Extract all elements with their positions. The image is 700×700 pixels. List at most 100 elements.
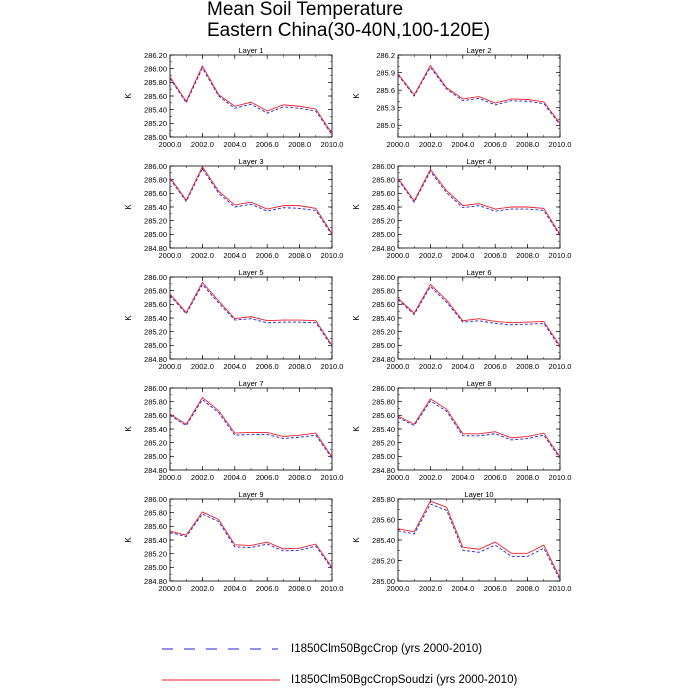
plot-frame bbox=[397, 498, 561, 582]
y-tick-label: 286.00 bbox=[372, 162, 395, 171]
panel-title: Layer 9 bbox=[238, 490, 263, 499]
x-tick-label: 2008.0 bbox=[288, 584, 311, 593]
y-tick-label: 285.20 bbox=[144, 216, 167, 225]
panel-title: Layer 2 bbox=[466, 46, 491, 55]
series-line-solid bbox=[169, 511, 333, 568]
series-line-dashed bbox=[169, 283, 333, 347]
x-tick-label: 2006.0 bbox=[256, 584, 279, 593]
plot-frame bbox=[169, 276, 333, 360]
panel-layer-7: Layer 7 K 284.80 285.00 285.20 285.40 285.60 28… bbox=[124, 379, 343, 482]
x-tick-label: 2008.0 bbox=[288, 140, 311, 149]
legend-swatch-solid bbox=[162, 679, 280, 681]
x-tick-label: 2006.0 bbox=[484, 140, 507, 149]
x-tick-label: 2004.0 bbox=[451, 473, 474, 482]
y-tick-label: 284.80 bbox=[372, 355, 395, 364]
series-line-dashed bbox=[397, 170, 561, 236]
y-tick-label: 285.60 bbox=[144, 411, 167, 420]
y-tick-label: 285.20 bbox=[372, 438, 395, 447]
y-tick-label: 285.00 bbox=[372, 341, 395, 350]
y-tick-label: 285.20 bbox=[372, 216, 395, 225]
series-line-solid bbox=[397, 168, 561, 235]
x-tick-label: 2002.0 bbox=[191, 362, 214, 371]
x-tick-label: 2004.0 bbox=[451, 362, 474, 371]
y-axis-label: K bbox=[124, 204, 133, 210]
y-tick-label: 286.00 bbox=[144, 495, 167, 504]
x-tick-label: 2004.0 bbox=[451, 251, 474, 260]
x-tick-label: 2000.0 bbox=[387, 584, 410, 593]
x-tick-label: 2010.0 bbox=[549, 251, 572, 260]
x-tick-label: 2010.0 bbox=[549, 362, 572, 371]
series-line-dashed bbox=[169, 398, 333, 459]
x-tick-label: 2004.0 bbox=[223, 473, 246, 482]
y-tick-label: 285.9 bbox=[376, 68, 395, 77]
series-line-dashed bbox=[169, 67, 333, 136]
legend-entry-dashed: I1850Clm50BgcCrop (yrs 2000-2010) bbox=[160, 641, 580, 657]
panel-title: Layer 10 bbox=[464, 490, 493, 499]
x-tick-label: 2008.0 bbox=[516, 584, 539, 593]
y-tick-label: 285.80 bbox=[372, 495, 395, 504]
y-tick-label: 285.40 bbox=[144, 314, 167, 323]
y-tick-label: 285.60 bbox=[144, 300, 167, 309]
x-tick-label: 2000.0 bbox=[159, 473, 182, 482]
x-tick-label: 2008.0 bbox=[288, 362, 311, 371]
y-axis-label: K bbox=[124, 426, 133, 432]
x-tick-label: 2002.0 bbox=[419, 251, 442, 260]
x-tick-label: 2010.0 bbox=[321, 140, 344, 149]
y-axis-label: K bbox=[124, 93, 133, 99]
y-tick-label: 285.40 bbox=[144, 536, 167, 545]
y-tick-label: 285.40 bbox=[144, 105, 167, 114]
x-tick-label: 2008.0 bbox=[516, 362, 539, 371]
plot-frame bbox=[169, 498, 333, 582]
y-axis-label: K bbox=[352, 204, 361, 210]
x-tick-label: 2006.0 bbox=[256, 362, 279, 371]
panel-title: Layer 4 bbox=[466, 157, 491, 166]
y-tick-label: 284.80 bbox=[144, 466, 167, 475]
x-tick-label: 2004.0 bbox=[451, 584, 474, 593]
y-tick-label: 285.6 bbox=[376, 86, 395, 95]
y-tick-label: 286.2 bbox=[376, 51, 395, 60]
x-tick-label: 2006.0 bbox=[484, 584, 507, 593]
y-tick-label: 285.20 bbox=[372, 327, 395, 336]
y-tick-label: 286.00 bbox=[372, 273, 395, 282]
x-tick-label: 2000.0 bbox=[159, 584, 182, 593]
series-line-solid bbox=[397, 500, 561, 579]
y-axis-label: K bbox=[124, 537, 133, 543]
panel-title: Layer 6 bbox=[466, 268, 491, 277]
series-line-solid bbox=[397, 283, 561, 347]
x-tick-label: 2002.0 bbox=[191, 473, 214, 482]
y-tick-label: 285.80 bbox=[144, 397, 167, 406]
y-axis-label: K bbox=[352, 537, 361, 543]
x-tick-label: 2008.0 bbox=[516, 251, 539, 260]
series-line-solid bbox=[397, 398, 561, 458]
x-tick-label: 2002.0 bbox=[419, 473, 442, 482]
y-tick-label: 285.00 bbox=[372, 452, 395, 461]
x-tick-label: 2000.0 bbox=[387, 251, 410, 260]
panel-title: Layer 8 bbox=[466, 379, 491, 388]
y-tick-label: 285.80 bbox=[144, 508, 167, 517]
x-tick-label: 2010.0 bbox=[549, 140, 572, 149]
x-tick-label: 2008.0 bbox=[516, 140, 539, 149]
series-line-solid bbox=[169, 165, 333, 234]
plot-frame bbox=[169, 387, 333, 471]
x-tick-label: 2006.0 bbox=[484, 362, 507, 371]
series-line-solid bbox=[169, 281, 333, 346]
y-tick-label: 285.60 bbox=[144, 92, 167, 101]
y-tick-label: 285.20 bbox=[144, 119, 167, 128]
y-tick-label: 285.60 bbox=[144, 189, 167, 198]
panel-title: Layer 7 bbox=[238, 379, 263, 388]
y-tick-label: 285.20 bbox=[144, 327, 167, 336]
series-line-dashed bbox=[169, 167, 333, 236]
y-axis-label: K bbox=[352, 93, 361, 99]
y-tick-label: 286.00 bbox=[372, 384, 395, 393]
y-tick-label: 285.80 bbox=[372, 286, 395, 295]
x-tick-label: 2006.0 bbox=[256, 473, 279, 482]
series-line-solid bbox=[169, 396, 333, 458]
y-tick-label: 285.60 bbox=[372, 189, 395, 198]
y-tick-label: 285.20 bbox=[372, 556, 395, 565]
legend-entry-solid: I1850Clm50BgcCropSoudzi (yrs 2000-2010) bbox=[160, 672, 580, 688]
x-tick-label: 2000.0 bbox=[387, 140, 410, 149]
x-tick-label: 2002.0 bbox=[419, 362, 442, 371]
x-tick-label: 2010.0 bbox=[321, 362, 344, 371]
x-tick-label: 2004.0 bbox=[223, 140, 246, 149]
x-tick-label: 2006.0 bbox=[484, 251, 507, 260]
